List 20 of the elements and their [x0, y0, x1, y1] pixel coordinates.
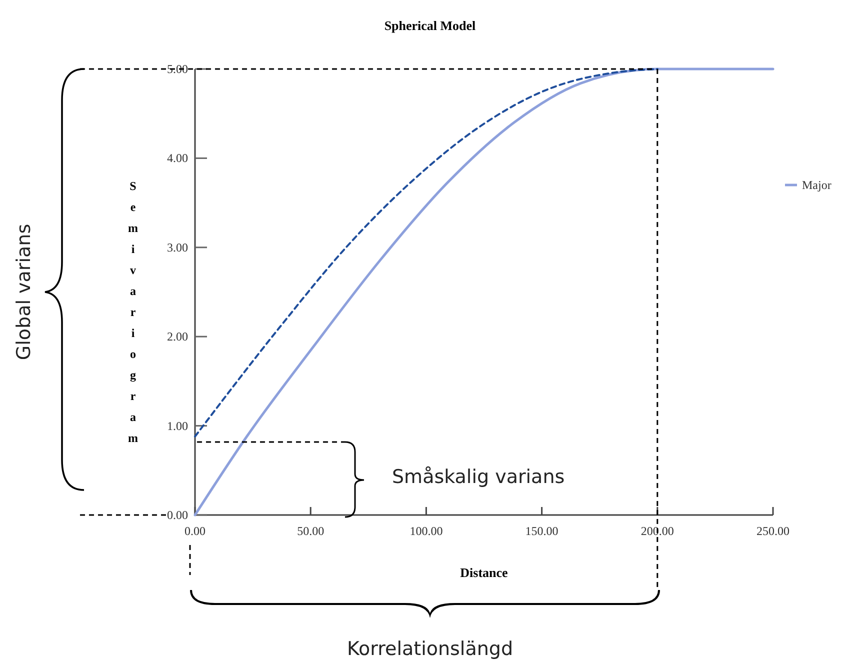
x-tick-label: 50.00 [297, 524, 324, 538]
y-tick-label: 2.00 [167, 330, 188, 344]
x-tick-label: 150.00 [525, 524, 558, 538]
x-tick-label: 200.00 [640, 524, 674, 538]
text: Semivariogram [128, 179, 138, 445]
text: Korrelationslängd [347, 638, 513, 660]
x-axis-title: Distance [460, 565, 508, 580]
x-tick-label: 0.00 [184, 524, 206, 538]
x-tick-label: 100.00 [410, 524, 443, 538]
y-tick-label: 3.00 [167, 240, 188, 254]
y-tick-label: 1.00 [167, 418, 188, 433]
y-tick-label: 4.00 [167, 151, 188, 166]
legend-label: Major [802, 178, 832, 192]
line-series [194, 68, 658, 438]
annotation: Småskalig varians [392, 466, 565, 488]
chart-title: Spherical Model [384, 18, 476, 33]
y-tick-label: 0.00 [167, 508, 188, 522]
x-tick-label: 250.00 [756, 524, 790, 538]
text: Global varians [13, 224, 35, 360]
line-series [194, 68, 774, 516]
